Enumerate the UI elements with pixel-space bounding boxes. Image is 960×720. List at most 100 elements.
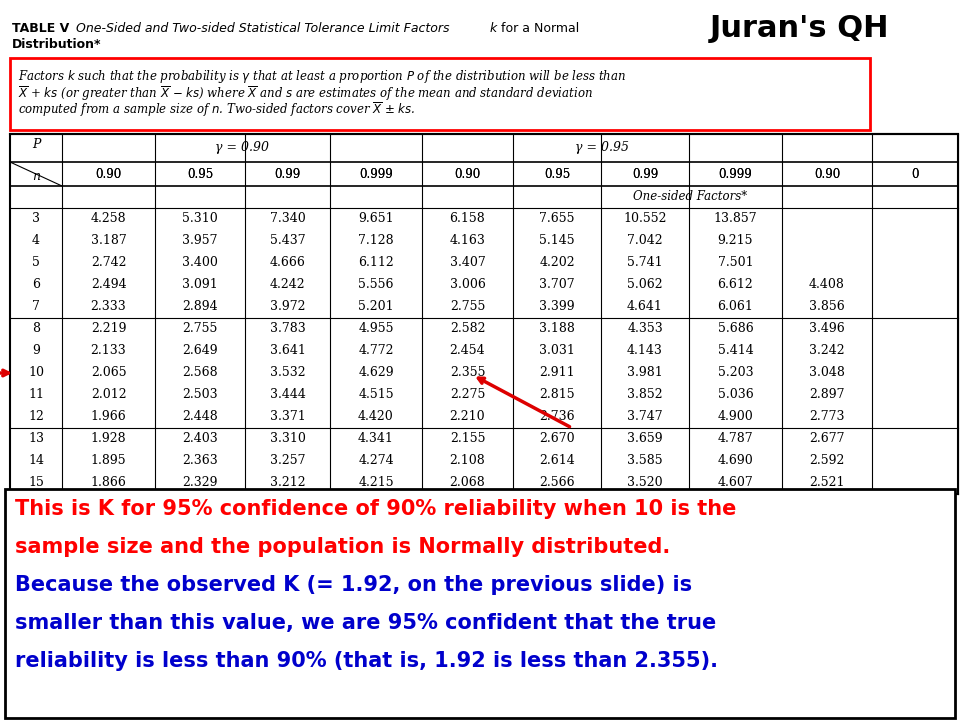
Text: 6.612: 6.612 — [718, 279, 754, 292]
Text: This is K for 95% confidence of 90% reliability when 10 is the: This is K for 95% confidence of 90% reli… — [15, 499, 736, 519]
Text: 4.274: 4.274 — [358, 454, 394, 467]
Text: 10: 10 — [28, 366, 44, 379]
Text: 2.755: 2.755 — [450, 300, 485, 313]
Text: 4.690: 4.690 — [718, 454, 754, 467]
Text: 2.329: 2.329 — [182, 477, 218, 490]
Text: 14: 14 — [28, 454, 44, 467]
Text: 5: 5 — [32, 256, 40, 269]
Text: Factors $k$ such that the probability is $\gamma$ that at least a proportion $P$: Factors $k$ such that the probability is… — [18, 68, 626, 85]
Text: 2.219: 2.219 — [91, 323, 127, 336]
Text: 2.210: 2.210 — [449, 410, 486, 423]
Text: 3: 3 — [32, 212, 40, 225]
Text: 0.95: 0.95 — [187, 168, 213, 181]
Text: 3.091: 3.091 — [182, 279, 218, 292]
Text: 6.112: 6.112 — [358, 256, 394, 269]
Text: TABLE V: TABLE V — [12, 22, 69, 35]
Text: Juran's QH: Juran's QH — [710, 14, 890, 43]
Text: 4.341: 4.341 — [358, 433, 394, 446]
Text: 2.521: 2.521 — [809, 477, 845, 490]
Text: 0.99: 0.99 — [632, 168, 659, 181]
Text: 2.403: 2.403 — [182, 433, 218, 446]
Text: 4.772: 4.772 — [358, 344, 394, 358]
Text: 2.592: 2.592 — [809, 454, 845, 467]
Text: for a Normal: for a Normal — [497, 22, 579, 35]
Text: 2.155: 2.155 — [449, 433, 485, 446]
Text: 9: 9 — [32, 344, 40, 358]
Text: 2.755: 2.755 — [182, 323, 218, 336]
Text: 1.866: 1.866 — [90, 477, 127, 490]
Text: 5.437: 5.437 — [270, 235, 305, 248]
Text: 3.212: 3.212 — [270, 477, 305, 490]
Text: 3.783: 3.783 — [270, 323, 305, 336]
Text: 3.981: 3.981 — [627, 366, 662, 379]
Text: 2.355: 2.355 — [449, 366, 485, 379]
Text: 2.333: 2.333 — [90, 300, 127, 313]
Text: 2.649: 2.649 — [182, 344, 218, 358]
Text: 2.911: 2.911 — [540, 366, 575, 379]
Text: $\overline{X}$ + $ks$ (or greater than $\overline{X}$ $-$ $ks$) where $\overline: $\overline{X}$ + $ks$ (or greater than $… — [18, 84, 593, 103]
Text: 15: 15 — [28, 477, 44, 490]
Text: 4.666: 4.666 — [270, 256, 305, 269]
Text: 0.90: 0.90 — [814, 168, 840, 181]
Text: 2.503: 2.503 — [182, 389, 218, 402]
Text: 3.496: 3.496 — [809, 323, 845, 336]
Text: 7.042: 7.042 — [627, 235, 662, 248]
Bar — [5, 489, 955, 718]
Text: 3.310: 3.310 — [270, 433, 305, 446]
Text: 5.036: 5.036 — [718, 389, 754, 402]
Text: 2.566: 2.566 — [540, 477, 575, 490]
Text: 5.145: 5.145 — [540, 235, 575, 248]
Text: 2.275: 2.275 — [450, 389, 485, 402]
Text: 2.065: 2.065 — [90, 366, 127, 379]
Text: 7.501: 7.501 — [718, 256, 754, 269]
Text: 2.677: 2.677 — [809, 433, 845, 446]
Text: 7.340: 7.340 — [270, 212, 305, 225]
Bar — [10, 58, 870, 130]
Text: 0.95: 0.95 — [544, 168, 570, 181]
Text: One-sided Factors*: One-sided Factors* — [633, 191, 747, 204]
Text: 2.742: 2.742 — [91, 256, 127, 269]
Text: 4.215: 4.215 — [358, 477, 394, 490]
Text: 2.363: 2.363 — [182, 454, 218, 467]
Text: 9.651: 9.651 — [358, 212, 394, 225]
Text: 2.582: 2.582 — [449, 323, 485, 336]
Text: γ = 0.95: γ = 0.95 — [575, 142, 629, 155]
Text: computed from a sample size of $n$. Two-sided factors cover $\overline{X}$ $\pm$: computed from a sample size of $n$. Two-… — [18, 100, 416, 119]
Text: 2.894: 2.894 — [182, 300, 218, 313]
Text: 0.999: 0.999 — [359, 168, 393, 181]
Text: 2.773: 2.773 — [809, 410, 845, 423]
Text: 0.999: 0.999 — [719, 168, 753, 181]
Text: 0.90: 0.90 — [814, 168, 840, 181]
Text: 5.201: 5.201 — [358, 300, 394, 313]
Text: 2.448: 2.448 — [182, 410, 218, 423]
Text: 0: 0 — [911, 168, 919, 181]
Text: 1.928: 1.928 — [90, 433, 127, 446]
Text: 0.90: 0.90 — [95, 168, 122, 181]
Text: 2.133: 2.133 — [90, 344, 127, 358]
Text: 2.670: 2.670 — [540, 433, 575, 446]
Text: 0: 0 — [911, 168, 919, 181]
Text: 0.99: 0.99 — [275, 168, 300, 181]
Text: 12: 12 — [28, 410, 44, 423]
Text: smaller than this value, we are 95% confident that the true: smaller than this value, we are 95% conf… — [15, 613, 716, 633]
Text: 4.420: 4.420 — [358, 410, 394, 423]
Text: 4.515: 4.515 — [358, 389, 394, 402]
Text: 0.90: 0.90 — [454, 168, 481, 181]
Text: 3.031: 3.031 — [540, 344, 575, 358]
Text: 3.972: 3.972 — [270, 300, 305, 313]
Text: 4.787: 4.787 — [718, 433, 754, 446]
Text: 4.258: 4.258 — [90, 212, 127, 225]
Text: 3.187: 3.187 — [90, 235, 127, 248]
Text: 3.520: 3.520 — [627, 477, 662, 490]
Text: 2.614: 2.614 — [540, 454, 575, 467]
Text: 3.006: 3.006 — [449, 279, 486, 292]
Text: 3.242: 3.242 — [809, 344, 845, 358]
Text: 3.407: 3.407 — [449, 256, 486, 269]
Text: 3.747: 3.747 — [627, 410, 662, 423]
Text: 3.188: 3.188 — [540, 323, 575, 336]
Text: 8: 8 — [32, 323, 40, 336]
Text: 0.99: 0.99 — [275, 168, 300, 181]
Text: 3.852: 3.852 — [627, 389, 662, 402]
Text: 9.215: 9.215 — [718, 235, 754, 248]
Text: 13: 13 — [28, 433, 44, 446]
